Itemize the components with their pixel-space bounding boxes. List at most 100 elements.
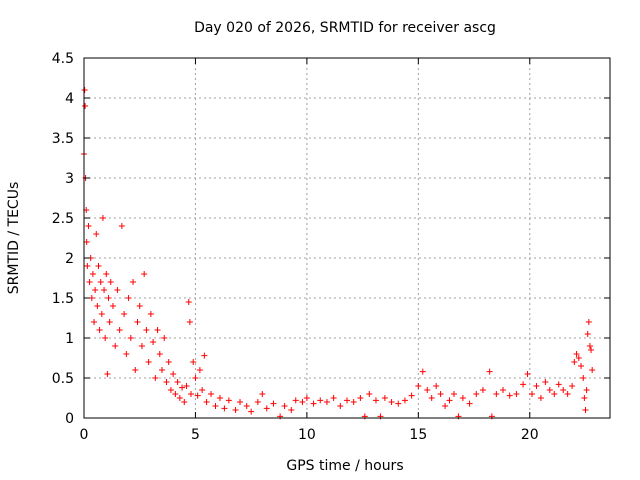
- data-point: [199, 387, 206, 393]
- axis-ticks: [83, 57, 610, 419]
- data-point: [473, 391, 480, 397]
- data-point: [415, 383, 422, 389]
- data-point: [208, 391, 215, 397]
- y-tick-label: 2: [65, 251, 74, 267]
- data-point: [102, 335, 109, 341]
- data-point: [537, 395, 544, 401]
- data-point: [583, 387, 590, 393]
- data-point: [225, 397, 232, 404]
- data-point: [573, 351, 580, 357]
- data-point: [165, 359, 172, 365]
- data-point: [95, 263, 102, 269]
- data-point: [323, 399, 330, 405]
- data-point: [542, 379, 549, 385]
- data-point: [303, 395, 310, 401]
- data-point: [263, 405, 270, 412]
- y-axis-tick-labels: 0 0.5 1 1.5 2 2.5 3 3.5 4 4.5: [52, 51, 74, 427]
- data-point: [125, 295, 132, 301]
- y-tick-label: 4: [65, 91, 74, 107]
- data-point: [395, 400, 402, 407]
- data-point: [163, 379, 170, 385]
- data-point: [203, 399, 210, 405]
- data-point: [109, 303, 116, 309]
- data-point: [96, 327, 103, 333]
- data-point: [388, 399, 395, 405]
- data-point: [419, 368, 426, 375]
- data-point: [104, 371, 111, 377]
- x-tick-label: 10: [298, 427, 316, 443]
- data-point: [150, 339, 157, 345]
- data-point: [513, 391, 520, 397]
- data-point: [433, 383, 440, 389]
- y-tick-label: 0: [65, 411, 74, 427]
- data-point: [500, 387, 507, 393]
- data-point: [571, 359, 578, 365]
- data-point: [85, 223, 92, 229]
- data-point: [337, 403, 344, 409]
- data-point: [112, 343, 119, 349]
- data-point: [584, 331, 591, 337]
- data-point: [145, 359, 152, 365]
- data-point: [408, 392, 415, 399]
- data-point: [589, 367, 596, 373]
- data-point: [248, 408, 255, 415]
- y-tick-label: 4.5: [52, 51, 74, 67]
- data-point: [437, 391, 444, 397]
- data-point: [546, 387, 553, 393]
- data-point: [101, 287, 108, 293]
- data-point: [154, 327, 161, 333]
- data-point: [292, 397, 299, 404]
- data-point: [564, 391, 571, 397]
- y-tick-label: 3.5: [52, 131, 74, 147]
- data-point: [450, 391, 457, 397]
- data-point: [186, 319, 193, 325]
- data-point: [156, 351, 163, 357]
- data-point: [259, 391, 266, 397]
- data-point: [132, 367, 139, 373]
- data-point: [123, 351, 130, 357]
- x-tick-label: 5: [191, 427, 200, 443]
- data-point: [528, 391, 535, 397]
- data-point: [192, 375, 199, 381]
- data-point: [99, 215, 106, 221]
- data-point: [81, 87, 88, 93]
- data-point: [190, 359, 197, 365]
- y-axis-label: SRMTID / TECUs: [6, 182, 22, 295]
- data-point: [533, 383, 540, 389]
- data-point: [493, 391, 500, 397]
- data-point: [381, 395, 388, 401]
- data-point: [569, 383, 576, 389]
- x-tick-label: 15: [409, 427, 427, 443]
- data-point: [134, 319, 141, 325]
- data-point: [176, 395, 183, 401]
- data-point: [459, 395, 466, 401]
- data-point: [581, 395, 588, 401]
- data-point: [551, 391, 558, 397]
- data-point: [121, 311, 128, 317]
- data-point: [159, 367, 166, 373]
- data-point: [506, 392, 513, 399]
- data-point: [105, 295, 112, 301]
- x-tick-label: 0: [80, 427, 89, 443]
- data-point: [103, 271, 110, 277]
- data-point: [201, 352, 208, 359]
- y-tick-label: 1.5: [52, 291, 74, 307]
- data-point: [575, 355, 582, 361]
- data-point: [97, 279, 104, 285]
- data-point: [161, 335, 168, 341]
- data-point: [106, 319, 113, 325]
- data-point: [147, 311, 154, 317]
- data-point: [170, 371, 177, 377]
- data-point: [281, 403, 288, 409]
- data-point: [86, 279, 93, 285]
- y-tick-label: 3: [65, 171, 74, 187]
- data-point: [167, 387, 174, 393]
- data-point: [141, 271, 148, 277]
- plot-frame: [83, 57, 611, 419]
- data-point: [136, 303, 143, 309]
- data-point: [89, 271, 96, 277]
- data-point: [181, 399, 188, 405]
- data-point: [212, 403, 219, 409]
- data-point: [232, 407, 239, 413]
- data-point: [114, 287, 121, 293]
